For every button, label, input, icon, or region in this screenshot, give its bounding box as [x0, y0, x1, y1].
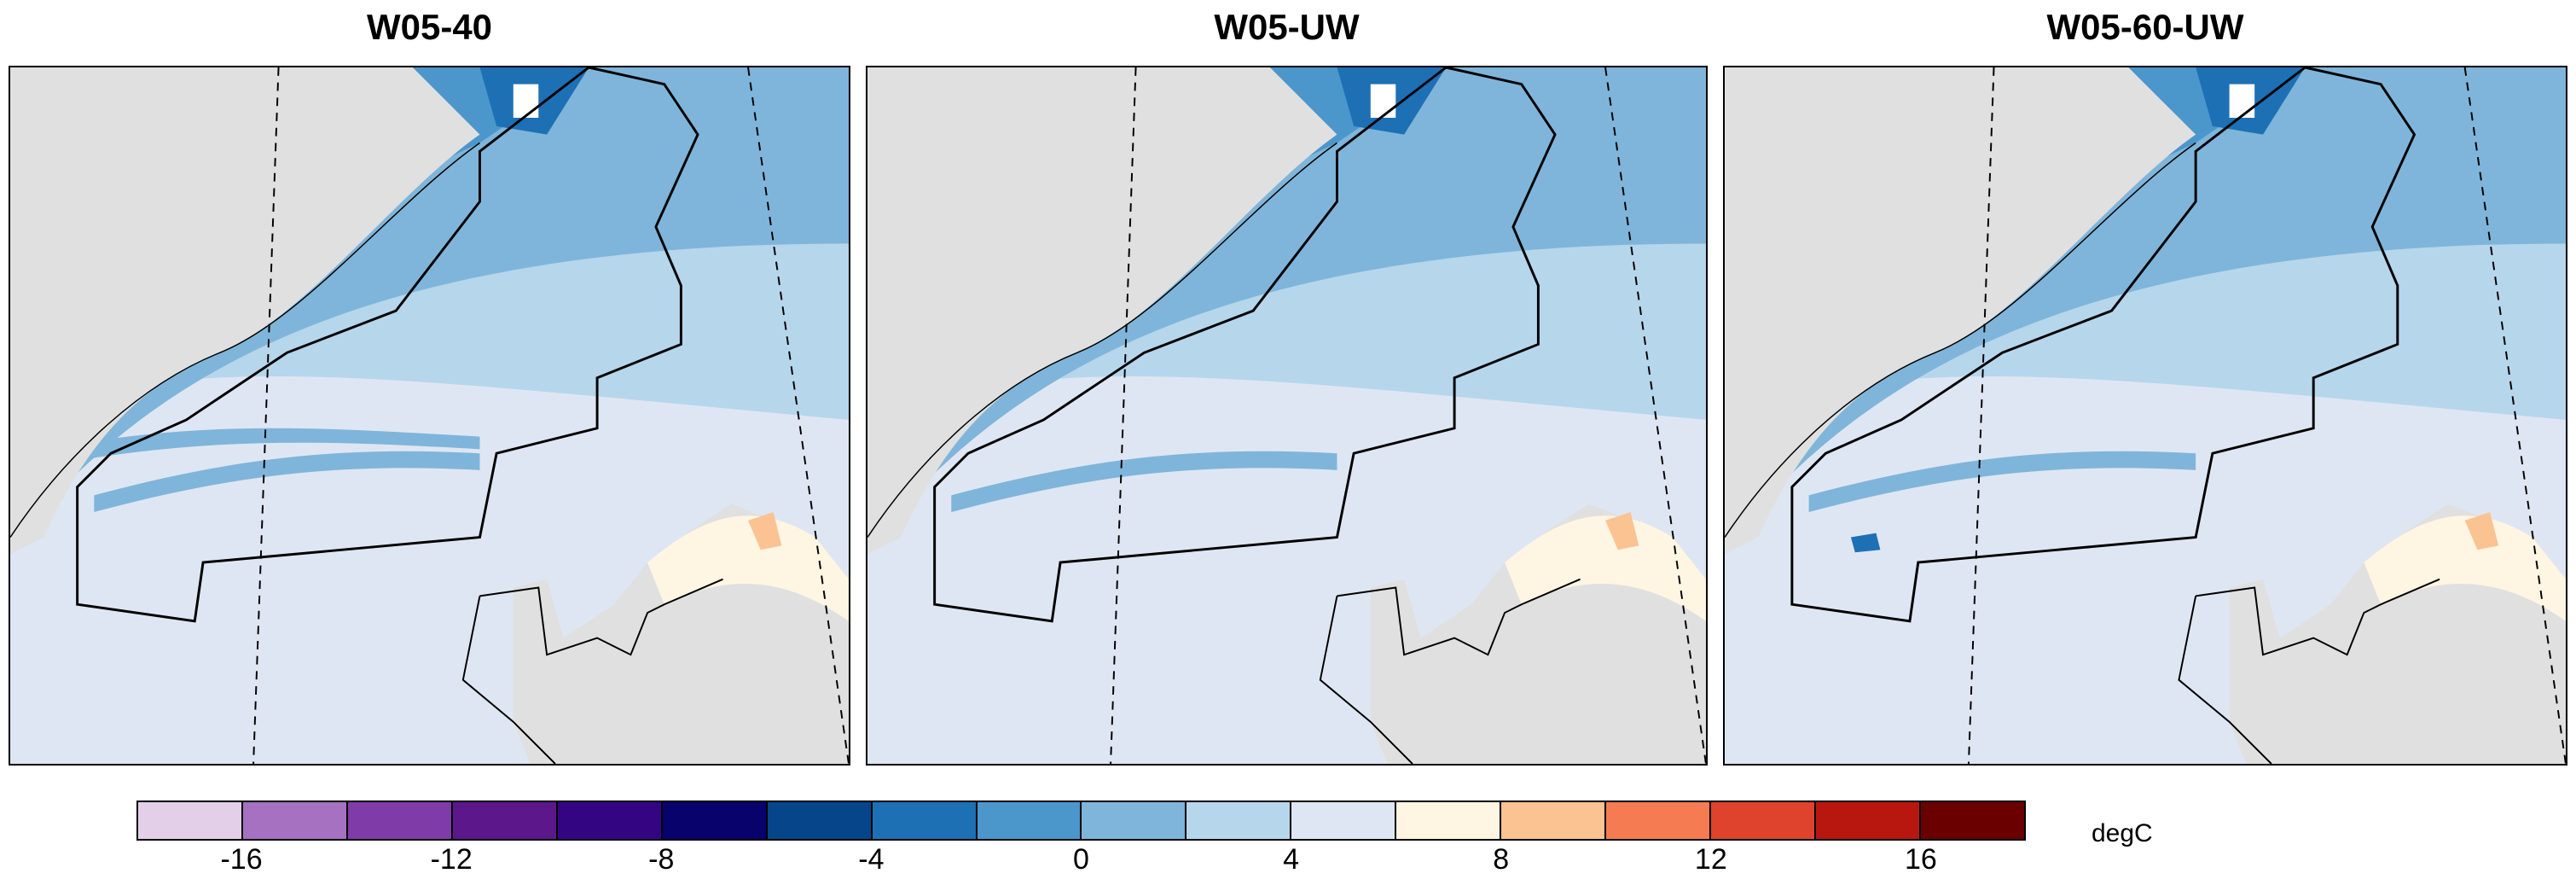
- colorbar-swatch: [1291, 802, 1397, 839]
- colorbar-swatch: [767, 802, 873, 839]
- colorbar-swatch: [242, 802, 348, 839]
- panel-title-w05-60-uw: W05-60-UW: [2046, 7, 2244, 47]
- colorbar-swatch: [347, 802, 453, 839]
- colorbar-swatch: [1082, 802, 1187, 839]
- colorbar-tick-label: 0: [1073, 843, 1089, 876]
- colorbar-swatch: [1920, 802, 2024, 839]
- colorbar: [136, 801, 2026, 841]
- colorbar-swatch: [1606, 802, 1712, 839]
- colorbar-tick-label: -16: [220, 843, 263, 876]
- colorbar-tick-label: 16: [1905, 843, 1937, 876]
- colorbar-swatch: [1501, 802, 1607, 839]
- colorbar-tick-label: -4: [858, 843, 885, 876]
- colorbar-swatch: [1186, 802, 1292, 839]
- colorbar-tick-label: 8: [1493, 843, 1510, 876]
- colorbar-swatch: [138, 802, 243, 839]
- panel-title-w05-uw: W05-UW: [1214, 7, 1360, 47]
- temperature-map: [10, 67, 849, 764]
- map-panel-w05-40: [9, 66, 850, 766]
- colorbar-tick-label: -12: [430, 843, 473, 876]
- colorbar-swatch: [872, 802, 978, 839]
- map-panel-w05-uw: [866, 66, 1708, 766]
- colorbar-tick-label: 12: [1694, 843, 1727, 876]
- colorbar-swatch: [1816, 802, 1921, 839]
- colorbar-swatch: [977, 802, 1082, 839]
- colorbar-swatch: [1711, 802, 1816, 839]
- colorbar-unit-label: degC: [2092, 819, 2153, 847]
- panel-title-w05-40: W05-40: [366, 7, 493, 47]
- temperature-map: [867, 67, 1706, 764]
- map-panel-w05-60-uw: [1723, 66, 2567, 766]
- colorbar-tick-label: -8: [648, 843, 675, 876]
- colorbar-swatch: [662, 802, 768, 839]
- colorbar-swatch: [452, 802, 558, 839]
- colorbar-swatch: [1396, 802, 1502, 839]
- colorbar-tick-label: 4: [1283, 843, 1300, 876]
- temperature-map: [1725, 67, 2566, 764]
- colorbar-swatch: [557, 802, 663, 839]
